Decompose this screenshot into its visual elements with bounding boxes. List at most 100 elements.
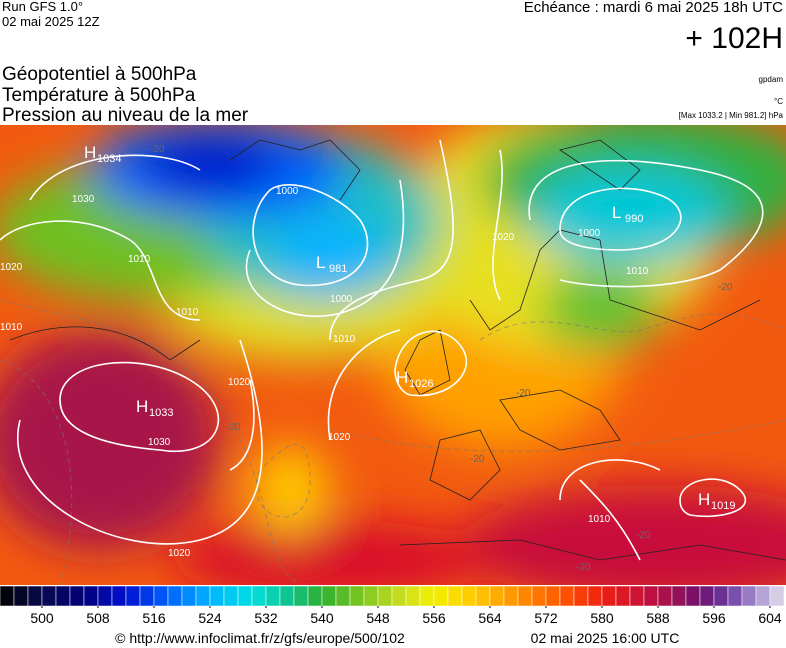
colorbar-swatch bbox=[69, 585, 85, 607]
colorbar-swatch bbox=[55, 585, 71, 607]
colorbar-swatch bbox=[0, 585, 15, 607]
colorbar-swatch bbox=[391, 585, 407, 607]
temperature-label: -20 bbox=[516, 388, 531, 399]
colorbar-swatch bbox=[13, 585, 29, 607]
colorbar-swatch bbox=[27, 585, 43, 607]
colorbar-swatch bbox=[755, 585, 771, 607]
colorbar-swatch bbox=[139, 585, 155, 607]
temperature-label: -20 bbox=[150, 144, 165, 155]
colorbar-swatch bbox=[657, 585, 673, 607]
center-type: L bbox=[612, 203, 621, 222]
isobar-label: 1000 bbox=[578, 228, 601, 239]
isobar-label: 1020 bbox=[328, 432, 351, 443]
temperature-label: -20 bbox=[636, 530, 651, 541]
colorbar-swatch bbox=[405, 585, 421, 607]
colorbar-label: 532 bbox=[254, 610, 278, 626]
colorbar-swatch bbox=[363, 585, 379, 607]
colorbar-label: 604 bbox=[758, 610, 782, 626]
colorbar-swatch bbox=[153, 585, 169, 607]
isobar-label: 1010 bbox=[128, 254, 151, 265]
isobar-label: 1020 bbox=[168, 548, 191, 559]
colorbar-label: 580 bbox=[590, 610, 614, 626]
temperature-label: -20 bbox=[470, 454, 485, 465]
colorbar-swatch bbox=[83, 585, 99, 607]
colorbar-swatch bbox=[447, 585, 463, 607]
center-type: H bbox=[396, 368, 408, 387]
run-date: 02 mai 2025 12Z bbox=[2, 14, 100, 29]
isobar-label: 1020 bbox=[228, 377, 251, 388]
colorbar-swatch bbox=[685, 585, 701, 607]
colorbar-label: 556 bbox=[422, 610, 446, 626]
colorbar-swatch bbox=[741, 585, 757, 607]
center-type: L bbox=[316, 253, 325, 272]
colorbar-swatch bbox=[629, 585, 645, 607]
temperature-label: -20 bbox=[718, 282, 733, 293]
colorbar-label: 572 bbox=[534, 610, 558, 626]
colorbar-swatch bbox=[601, 585, 617, 607]
colorbar: 500 508 516 524 532 540 548 556 564 572 580 588 596 6… bbox=[0, 585, 785, 626]
colorbar-swatch bbox=[475, 585, 491, 607]
center-value: 1026 bbox=[409, 378, 433, 390]
center-type: H bbox=[84, 143, 96, 162]
colorbar-label: 500 bbox=[30, 610, 54, 626]
colorbar-label: 588 bbox=[646, 610, 670, 626]
colorbar-swatch bbox=[433, 585, 449, 607]
colorbar-swatch bbox=[559, 585, 575, 607]
colorbar-swatch bbox=[517, 585, 533, 607]
colorbar-swatch bbox=[377, 585, 393, 607]
isobar-label: 1000 bbox=[276, 186, 299, 197]
colorbar-label: 548 bbox=[366, 610, 390, 626]
colorbar-swatch bbox=[265, 585, 281, 607]
colorbar-swatch bbox=[587, 585, 603, 607]
isobar-label: 1010 bbox=[588, 514, 611, 525]
colorbar-label: 508 bbox=[86, 610, 110, 626]
colorbar-swatch bbox=[531, 585, 547, 607]
source: © http://www.infoclimat.fr/z/gfs/europe/… bbox=[115, 630, 405, 646]
center-value: 1033 bbox=[149, 407, 173, 419]
colorbar-label: 524 bbox=[198, 610, 222, 626]
colorbar-swatch bbox=[545, 585, 561, 607]
center-value: 981 bbox=[329, 263, 347, 275]
colorbar-swatch bbox=[489, 585, 505, 607]
colorbar-swatch bbox=[321, 585, 337, 607]
isobar-label: 1030 bbox=[148, 437, 171, 448]
colorbar-swatch bbox=[713, 585, 729, 607]
colorbar-swatch bbox=[97, 585, 113, 607]
center-value: 1034 bbox=[97, 153, 121, 165]
colorbar-swatch bbox=[293, 585, 309, 607]
colorbar-swatch bbox=[111, 585, 127, 607]
colorbar-swatch bbox=[181, 585, 197, 607]
colorbar-swatch bbox=[671, 585, 687, 607]
unit: °C bbox=[774, 97, 783, 106]
generated: 02 mai 2025 16:00 UTC bbox=[531, 630, 680, 646]
temperature-label: -20 bbox=[226, 422, 241, 433]
colorbar-swatch bbox=[349, 585, 365, 607]
isobar-label: 1020 bbox=[492, 232, 515, 243]
run: Run GFS 1.0° bbox=[2, 0, 83, 14]
isobar-label: 1000 bbox=[330, 294, 353, 305]
colorbar-label: 564 bbox=[478, 610, 502, 626]
colorbar-swatch bbox=[195, 585, 211, 607]
center-value: 1019 bbox=[711, 500, 735, 512]
colorbar-swatch bbox=[223, 585, 239, 607]
colorbar-swatch bbox=[769, 585, 785, 607]
unit: gpdam bbox=[759, 75, 784, 84]
isobar-label: 1010 bbox=[333, 334, 356, 345]
map bbox=[0, 125, 786, 585]
center-value: 990 bbox=[625, 213, 643, 225]
colorbar-swatch bbox=[279, 585, 295, 607]
isobar-label: 1010 bbox=[626, 266, 649, 277]
colorbar-label: 596 bbox=[702, 610, 726, 626]
colorbar-swatch bbox=[503, 585, 519, 607]
center-type: H bbox=[136, 397, 148, 416]
colorbar-swatch bbox=[699, 585, 715, 607]
colorbar-swatch bbox=[643, 585, 659, 607]
title: Pression au niveau de la mer bbox=[2, 105, 249, 126]
isobar-label: 1010 bbox=[176, 307, 199, 318]
colorbar-swatch bbox=[125, 585, 141, 607]
colorbar-swatch bbox=[307, 585, 323, 607]
isobar-label: 1010 bbox=[0, 322, 23, 333]
center-type: H bbox=[698, 490, 710, 509]
